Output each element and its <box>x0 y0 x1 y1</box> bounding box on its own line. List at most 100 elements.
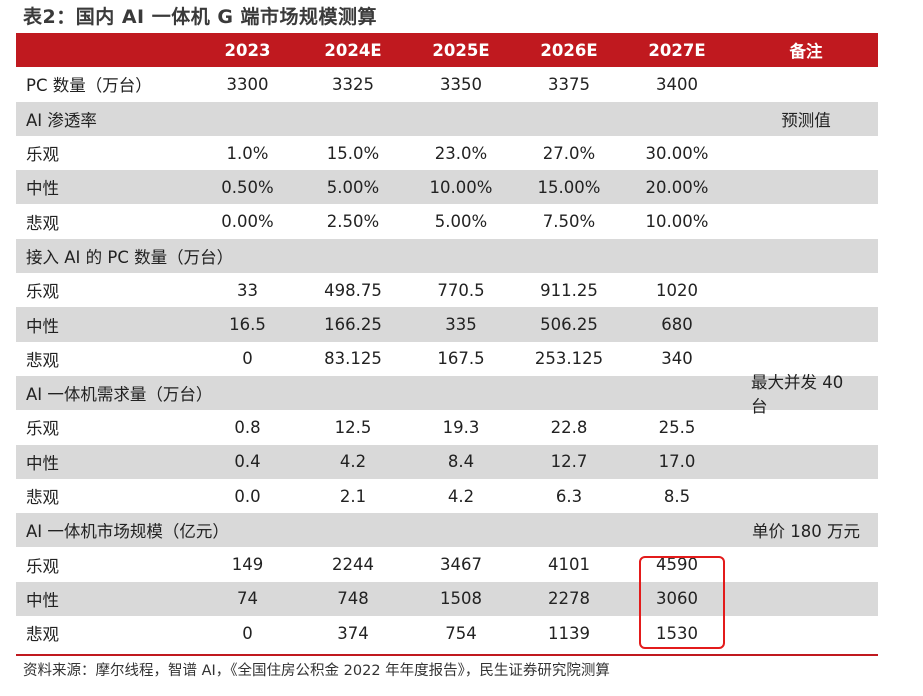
note-cell <box>751 479 861 513</box>
value-cell: 3400 <box>656 74 698 94</box>
value-cell: 754 <box>445 623 477 643</box>
note-cell <box>751 582 861 616</box>
note-cell <box>751 136 861 170</box>
header-cell-2023: 2023 <box>224 40 271 60</box>
value-cell: 12.7 <box>550 452 588 472</box>
value-cell: 4590 <box>656 555 698 575</box>
row-label: 接入 AI 的 PC 数量（万台） <box>26 247 234 267</box>
value-cell: 5.00% <box>434 212 488 232</box>
value-cell: 0 <box>242 623 253 643</box>
value-cell: 1020 <box>656 280 698 300</box>
note-cell <box>751 445 861 479</box>
row-label: 悲观 <box>26 488 59 507</box>
value-cell: 0 <box>242 349 253 369</box>
header-cell-2024e: 2024E <box>324 40 382 60</box>
value-cell: 12.5 <box>334 417 372 437</box>
value-cell: 6.3 <box>555 486 583 506</box>
row-label: AI 一体机需求量（万台） <box>26 385 213 405</box>
value-cell: 3467 <box>440 555 482 575</box>
header-cell-2025e: 2025E <box>432 40 490 60</box>
table-row: 中性 0.4 4.2 8.4 12.7 17.0 <box>16 444 878 479</box>
value-cell: 253.125 <box>534 349 604 369</box>
table-body: PC 数量（万台） 3300 3325 3350 3375 3400 AI 渗透率 预测值 乐观… <box>16 67 878 650</box>
value-cell: 83.125 <box>324 349 382 369</box>
value-cell: 17.0 <box>658 452 696 472</box>
row-label: 中性 <box>26 453 59 473</box>
note-cell <box>751 410 861 444</box>
value-cell: 3350 <box>440 74 482 94</box>
value-cell: 2.50% <box>326 212 380 232</box>
value-cell: 2.1 <box>339 486 367 506</box>
note-cell <box>751 204 861 238</box>
section-row: AI 渗透率 预测值 <box>16 101 878 136</box>
header-cell-2027e: 2027E <box>648 40 706 60</box>
value-cell: 748 <box>337 589 369 609</box>
table-title: 表2：国内 AI 一体机 G 端市场规模测算 <box>23 6 378 28</box>
value-cell: 8.5 <box>663 486 691 506</box>
value-cell: 1139 <box>548 623 590 643</box>
header-cell-note: 备注 <box>789 42 823 62</box>
value-cell: 20.00% <box>645 177 709 197</box>
note-cell <box>751 239 861 273</box>
value-cell: 0.50% <box>221 177 274 197</box>
note-cell <box>751 67 861 101</box>
value-cell: 340 <box>661 349 693 369</box>
value-cell: 4.2 <box>447 486 475 506</box>
value-cell: 0.8 <box>234 417 261 437</box>
value-cell: 3060 <box>656 589 698 609</box>
source-note: 资料来源：摩尔线程，智谱 AI，《全国住房公积金 2022 年年度报告》，民生证… <box>23 663 610 679</box>
value-cell: 19.3 <box>442 417 480 437</box>
header-cell-2026e: 2026E <box>540 40 598 60</box>
value-cell: 2278 <box>548 589 590 609</box>
value-cell: 33 <box>237 280 258 300</box>
table-bottom-rule <box>16 654 878 656</box>
note-cell: 最大并发 40 台 <box>751 373 844 417</box>
row-label: 乐观 <box>26 282 59 302</box>
note-cell: 预测值 <box>781 110 831 130</box>
table-row: 悲观 0.00% 2.50% 5.00% 7.50% 10.00% <box>16 204 878 238</box>
note-cell <box>751 547 861 581</box>
table-row: 中性 74 748 1508 2278 3060 <box>16 581 878 617</box>
value-cell: 23.0% <box>434 143 488 163</box>
table-header-row: 2023 2024E 2025E 2026E 2027E 备注 <box>16 33 878 68</box>
value-cell: 10.00% <box>429 177 493 197</box>
value-cell: 0.00% <box>221 212 274 232</box>
value-cell: 2244 <box>332 555 374 575</box>
value-cell: 74 <box>237 589 258 609</box>
table-row: 乐观 0.8 12.5 19.3 22.8 25.5 <box>16 410 878 444</box>
row-label: 中性 <box>26 316 59 336</box>
row-label: 乐观 <box>26 556 59 576</box>
value-cell: 167.5 <box>437 349 485 369</box>
table-row: 悲观 0 374 754 1139 1530 <box>16 616 878 650</box>
row-label: 悲观 <box>26 213 59 233</box>
row-label: 乐观 <box>26 419 59 439</box>
value-cell: 498.75 <box>324 280 382 300</box>
value-cell: 10.00% <box>645 212 709 232</box>
table-row: 中性 0.50% 5.00% 10.00% 15.00% 20.00% <box>16 170 878 205</box>
market-size-table: 2023 2024E 2025E 2026E 2027E 备注 PC 数量（万台… <box>16 33 878 650</box>
row-label: 悲观 <box>26 625 59 645</box>
value-cell: 8.4 <box>447 452 475 472</box>
table-row: 中性 16.5 166.25 335 506.25 680 <box>16 307 878 342</box>
value-cell: 911.25 <box>540 280 598 300</box>
section-row: 接入 AI 的 PC 数量（万台） <box>16 238 878 274</box>
row-label: AI 一体机市场规模（亿元） <box>26 522 229 542</box>
value-cell: 15.0% <box>326 143 380 163</box>
value-cell: 149 <box>231 555 264 575</box>
value-cell: 16.5 <box>229 315 266 335</box>
row-label: 中性 <box>26 179 59 199</box>
table-row: 悲观 0 83.125 167.5 253.125 340 <box>16 342 878 376</box>
value-cell: 3325 <box>332 74 374 94</box>
value-cell: 770.5 <box>437 280 485 300</box>
value-cell: 4.2 <box>339 452 367 472</box>
value-cell: 4101 <box>548 555 590 575</box>
note-cell <box>751 307 861 341</box>
table-row: 乐观 1.0% 15.0% 23.0% 27.0% 30.00% <box>16 136 878 170</box>
value-cell: 374 <box>337 623 369 643</box>
note-cell <box>751 616 861 650</box>
table-row: PC 数量（万台） 3300 3325 3350 3375 3400 <box>16 67 878 101</box>
row-label: 中性 <box>26 590 59 610</box>
value-cell: 25.5 <box>658 417 696 437</box>
value-cell: 1530 <box>656 623 698 643</box>
value-cell: 27.0% <box>542 143 596 163</box>
